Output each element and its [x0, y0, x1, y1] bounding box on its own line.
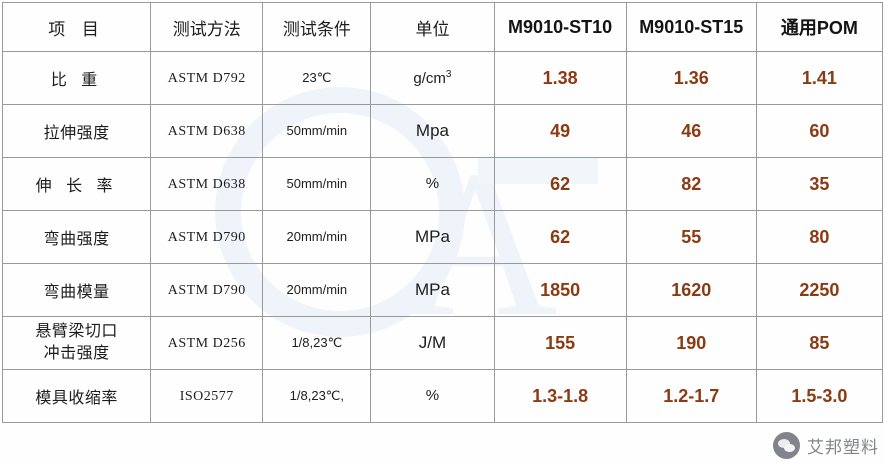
row-condition: 20mm/min — [262, 263, 372, 317]
row-unit: % — [370, 157, 495, 211]
row-unit: MPa — [370, 210, 495, 264]
row-item: 模具收缩率 — [1, 369, 152, 423]
table-row: 弯曲模量 ASTM D790 20mm/min MPa 1850 1620 22… — [1, 263, 884, 317]
column-header-product-generic: 通用POM — [755, 2, 884, 52]
row-value-st10: 155 — [493, 316, 627, 370]
row-method: ASTM D638 — [150, 104, 264, 158]
row-value-st10: 62 — [493, 210, 627, 264]
row-unit: g/cm3 — [370, 51, 495, 105]
row-method: ASTM D792 — [150, 51, 264, 105]
spec-table: 项 目 测试方法 测试条件 单位 M9010-ST10 M9010-ST15 通… — [1, 2, 884, 423]
row-condition: 50mm/min — [262, 157, 372, 211]
table-row: 拉伸强度 ASTM D638 50mm/min Mpa 49 46 60 — [1, 104, 884, 158]
column-header-unit: 单位 — [370, 2, 495, 52]
row-value-st15: 1620 — [625, 263, 757, 317]
column-header-product-st15: M9010-ST15 — [625, 2, 757, 52]
row-value-st10: 49 — [493, 104, 627, 158]
row-condition: 1/8,23℃, — [262, 369, 372, 423]
row-value-generic: 35 — [755, 157, 884, 211]
row-value-st10: 1850 — [493, 263, 627, 317]
row-value-st15: 190 — [625, 316, 757, 370]
row-value-st15: 46 — [625, 104, 757, 158]
row-unit: J/M — [370, 316, 495, 370]
row-value-st10: 1.3-1.8 — [493, 369, 627, 423]
row-value-generic: 80 — [755, 210, 884, 264]
row-value-generic: 2250 — [755, 263, 884, 317]
row-condition: 50mm/min — [262, 104, 372, 158]
row-condition: 23℃ — [262, 51, 372, 105]
row-unit: % — [370, 369, 495, 423]
table-row: 比 重 ASTM D792 23℃ g/cm3 1.38 1.36 1.41 — [1, 51, 884, 105]
column-header-condition: 测试条件 — [262, 2, 372, 52]
wechat-logo-icon — [773, 432, 800, 459]
table-row: 伸 长 率 ASTM D638 50mm/min % 62 82 35 — [1, 157, 884, 211]
row-value-st10: 1.38 — [493, 51, 627, 105]
table-row: 弯曲强度 ASTM D790 20mm/min MPa 62 55 80 — [1, 210, 884, 264]
table-row: 模具收缩率 ISO2577 1/8,23℃, % 1.3-1.8 1.2-1.7… — [1, 369, 884, 423]
row-item: 比 重 — [1, 51, 152, 105]
row-unit: Mpa — [370, 104, 495, 158]
row-item: 伸 长 率 — [1, 157, 152, 211]
row-value-st15: 82 — [625, 157, 757, 211]
row-condition: 1/8,23℃ — [262, 316, 372, 370]
row-value-generic: 60 — [755, 104, 884, 158]
column-header-method: 测试方法 — [150, 2, 264, 52]
row-value-st10: 62 — [493, 157, 627, 211]
wechat-watermark: 艾邦塑料 — [773, 432, 879, 459]
row-value-generic: 1.5-3.0 — [755, 369, 884, 423]
column-header-product-st10: M9010-ST10 — [493, 2, 627, 52]
row-method: ASTM D638 — [150, 157, 264, 211]
row-method: ISO2577 — [150, 369, 264, 423]
row-method: ASTM D790 — [150, 263, 264, 317]
row-value-st15: 55 — [625, 210, 757, 264]
row-unit: MPa — [370, 263, 495, 317]
column-header-item: 项 目 — [1, 2, 152, 52]
row-item: 弯曲模量 — [1, 263, 152, 317]
row-value-generic: 1.41 — [755, 51, 884, 105]
row-value-st15: 1.2-1.7 — [625, 369, 757, 423]
table-header-row: 项 目 测试方法 测试条件 单位 M9010-ST10 M9010-ST15 通… — [1, 2, 884, 52]
row-value-generic: 85 — [755, 316, 884, 370]
row-value-st15: 1.36 — [625, 51, 757, 105]
wechat-watermark-label: 艾邦塑料 — [807, 438, 879, 457]
table-row: 悬臂梁切口 冲击强度 ASTM D256 1/8,23℃ J/M 155 190… — [1, 316, 884, 370]
row-method: ASTM D790 — [150, 210, 264, 264]
row-condition: 20mm/min — [262, 210, 372, 264]
row-item: 悬臂梁切口 冲击强度 — [1, 316, 152, 370]
row-method: ASTM D256 — [150, 316, 264, 370]
row-item: 拉伸强度 — [1, 104, 152, 158]
row-item: 弯曲强度 — [1, 210, 152, 264]
